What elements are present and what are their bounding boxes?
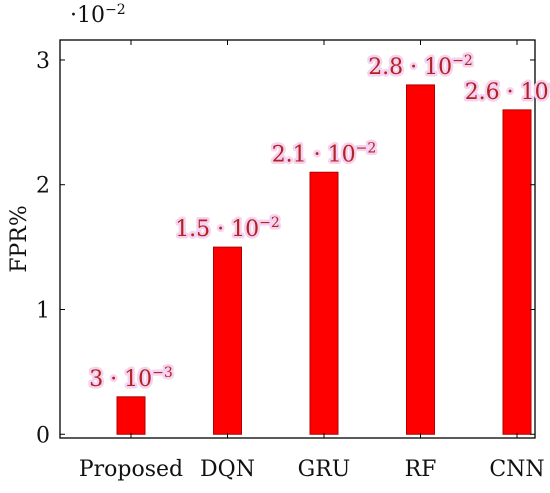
x-tick-label: Proposed (79, 457, 183, 482)
x-tick-label: RF (405, 457, 437, 482)
y-tick-label: 0 (36, 423, 50, 448)
data-label: 2.8 · 10−2 (368, 53, 473, 80)
y-axis-label: FPR% (7, 205, 32, 273)
data-label: 1.5 · 10−2 (175, 215, 280, 242)
plot-frame (59, 39, 536, 439)
bar-proposed (116, 396, 146, 435)
data-labels: 3 · 10−3 1.5 · 10−2 2.1 · 10−2 2.8 · 10−22.… (87, 50, 550, 394)
axis-ticks: Proposed DQN GRU RF CNN 0 1 2 3 (36, 40, 545, 482)
bars-group (116, 84, 532, 435)
scale-factor: ·10−2 (70, 2, 126, 28)
y-tick-label: 2 (36, 174, 50, 199)
bar-rf (406, 84, 435, 435)
bar-dqn (213, 246, 242, 435)
bar-gru (309, 171, 339, 435)
data-label: 2.6 · 10−2 (465, 78, 550, 105)
y-tick-label: 1 (36, 298, 50, 323)
data-label: 3 · 10−3 (89, 365, 173, 392)
x-tick-label: DQN (200, 457, 255, 482)
x-tick-label: GRU (298, 457, 351, 482)
y-tick-label: 3 (36, 49, 50, 74)
data-label: 2.1 · 10−2 (272, 140, 377, 167)
x-tick-label: CNN (489, 457, 544, 482)
bar-cnn (502, 109, 532, 435)
